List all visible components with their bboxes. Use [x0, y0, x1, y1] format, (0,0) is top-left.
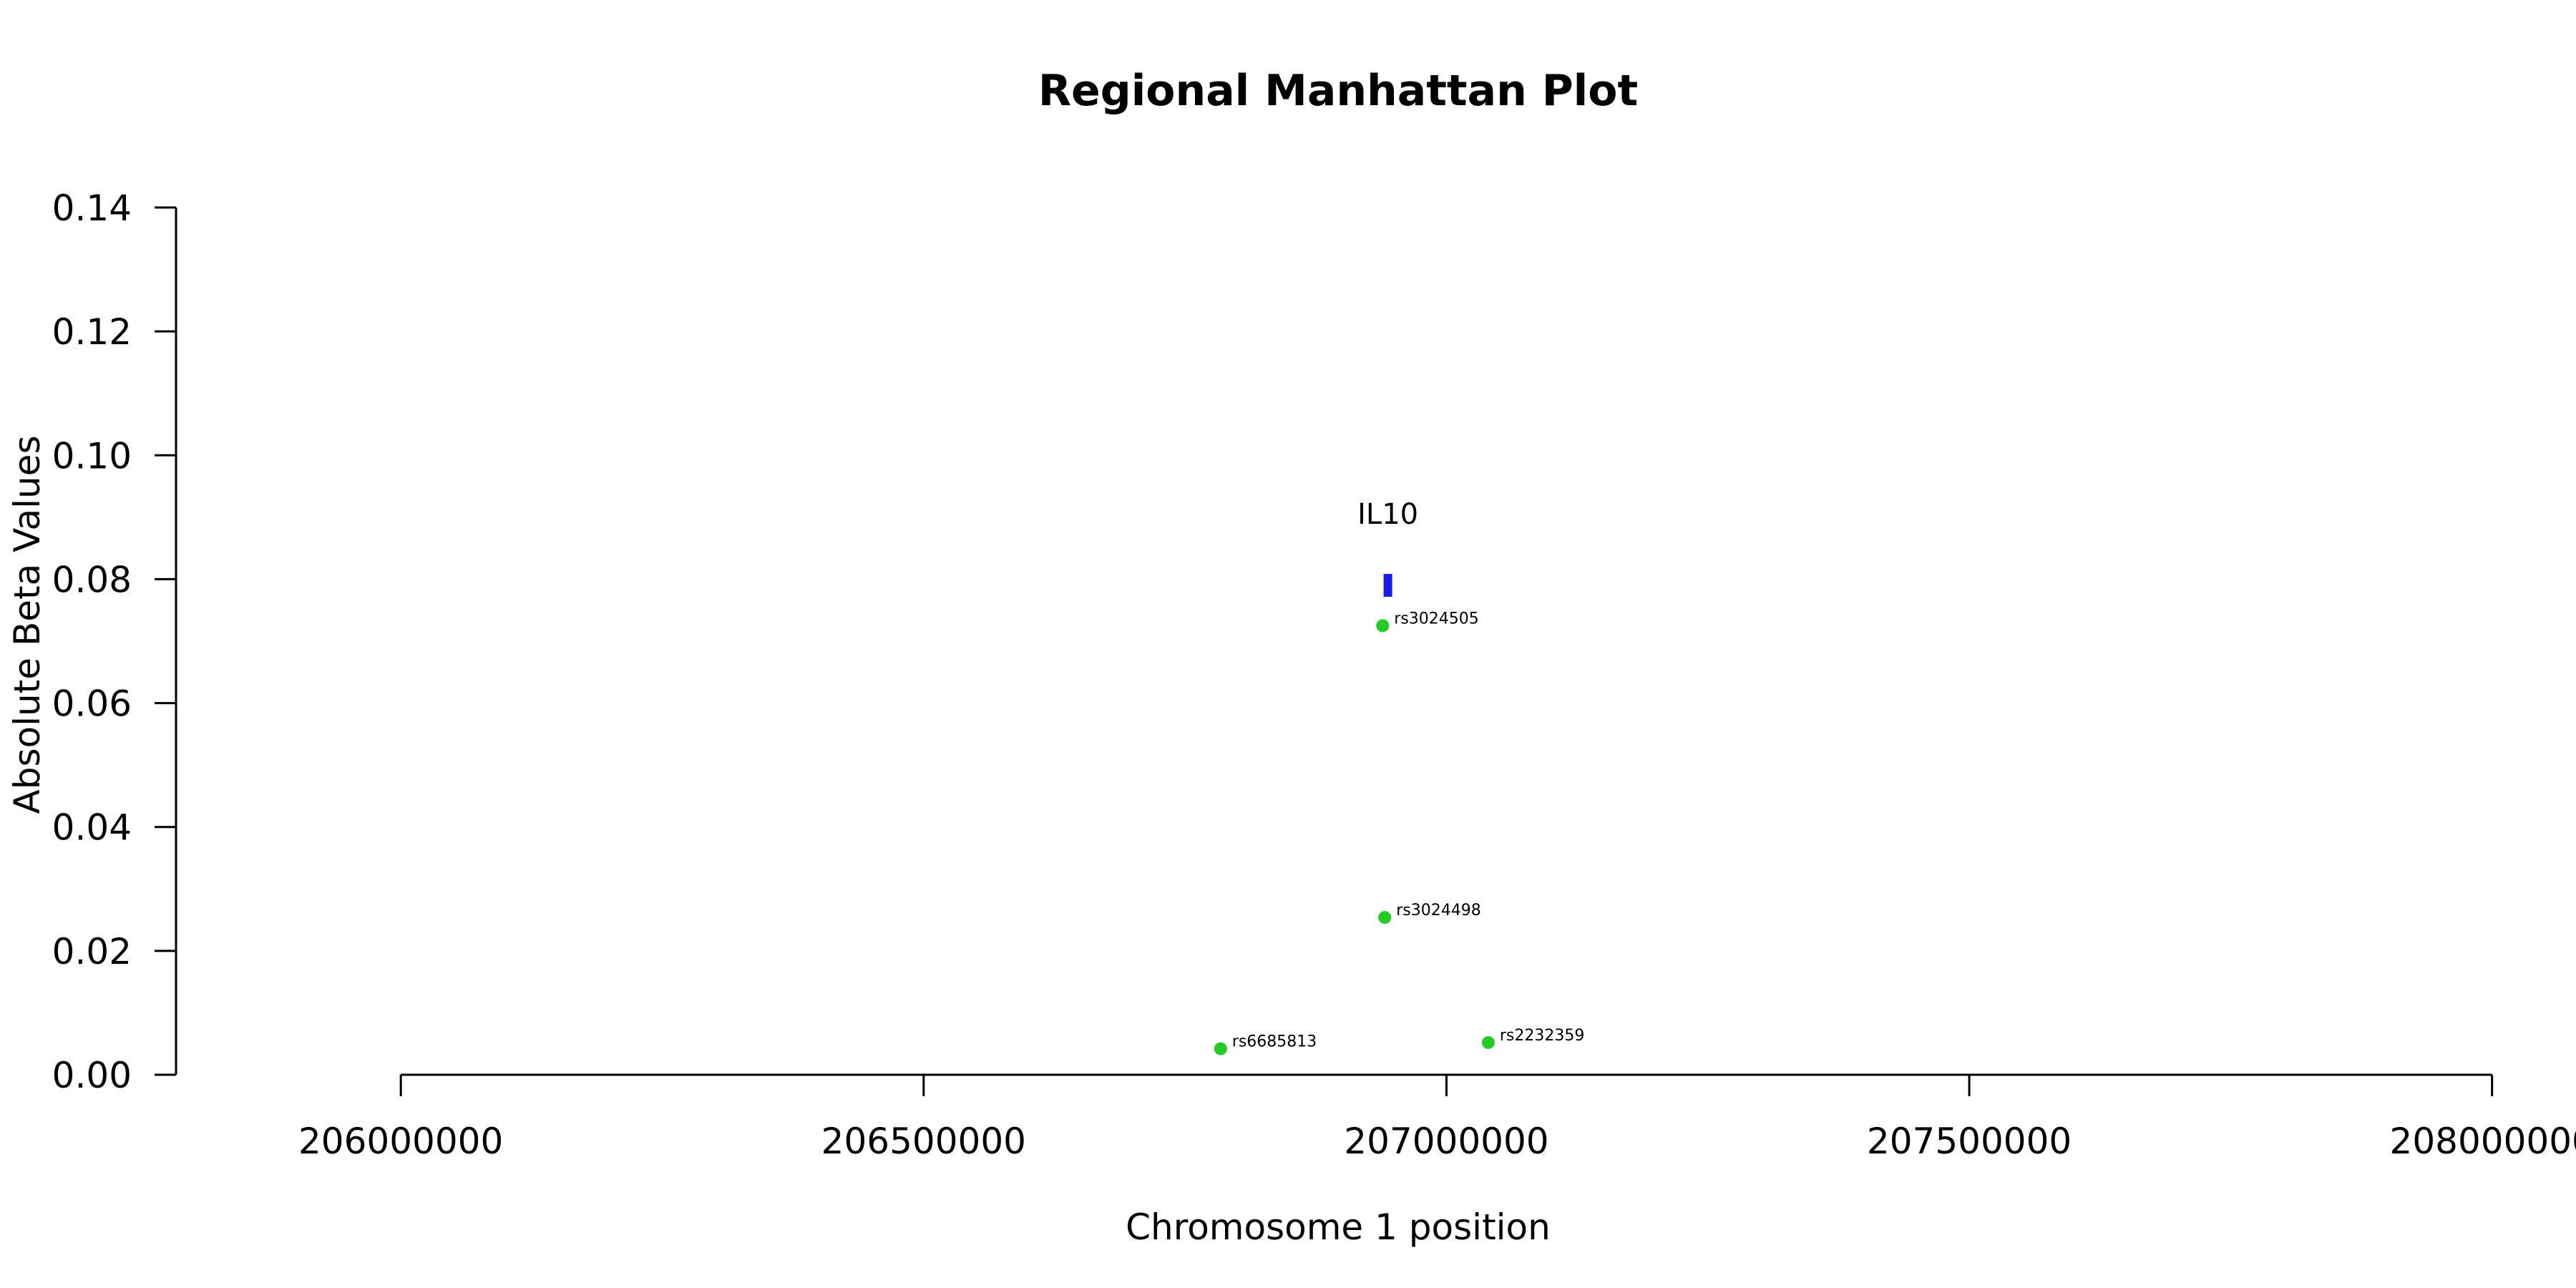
y-axis: 0.00 0.02 0.04 0.06 0.08 0.10 0.12 0.14: [52, 187, 177, 1096]
snp-points: rs3024505 rs3024498 rs6685813 rs2232359: [1214, 610, 1585, 1055]
y-tick-label: 0.04: [52, 807, 132, 849]
snp-label: rs2232359: [1500, 1027, 1585, 1045]
x-tick-label: 207500000: [1867, 1121, 2072, 1162]
snp-label: rs3024498: [1396, 902, 1481, 919]
snp-point: [1481, 1035, 1495, 1049]
chart-title: Regional Manhattan Plot: [1038, 66, 1638, 116]
gene-bar: [1383, 574, 1392, 597]
y-axis-label: Absolute Beta Values: [6, 436, 48, 814]
y-tick-label: 0.06: [52, 683, 132, 725]
y-tick-label: 0.02: [52, 931, 132, 972]
gene-annotations: IL10: [1357, 498, 1418, 597]
x-tick-label: 206000000: [298, 1121, 503, 1162]
y-tick-label: 0.10: [52, 435, 132, 477]
snp-point: [1378, 911, 1392, 924]
x-tick-label: 206500000: [821, 1121, 1026, 1162]
snp-point: [1214, 1042, 1227, 1055]
snp-label: rs3024505: [1394, 610, 1478, 628]
x-axis-label: Chromosome 1 position: [1126, 1206, 1551, 1248]
snp-label: rs6685813: [1232, 1033, 1317, 1051]
x-tick-label: 208000000: [2390, 1121, 2576, 1162]
gene-label: IL10: [1357, 498, 1418, 531]
x-tick-label: 207000000: [1344, 1121, 1548, 1162]
y-tick-label: 0.14: [52, 187, 132, 229]
y-tick-label: 0.00: [52, 1055, 132, 1096]
y-tick-label: 0.12: [52, 311, 132, 353]
snp-point: [1376, 619, 1390, 633]
y-tick-label: 0.08: [52, 559, 132, 600]
x-axis: 206000000 206500000 207000000 207500000 2080…: [298, 1073, 2576, 1162]
